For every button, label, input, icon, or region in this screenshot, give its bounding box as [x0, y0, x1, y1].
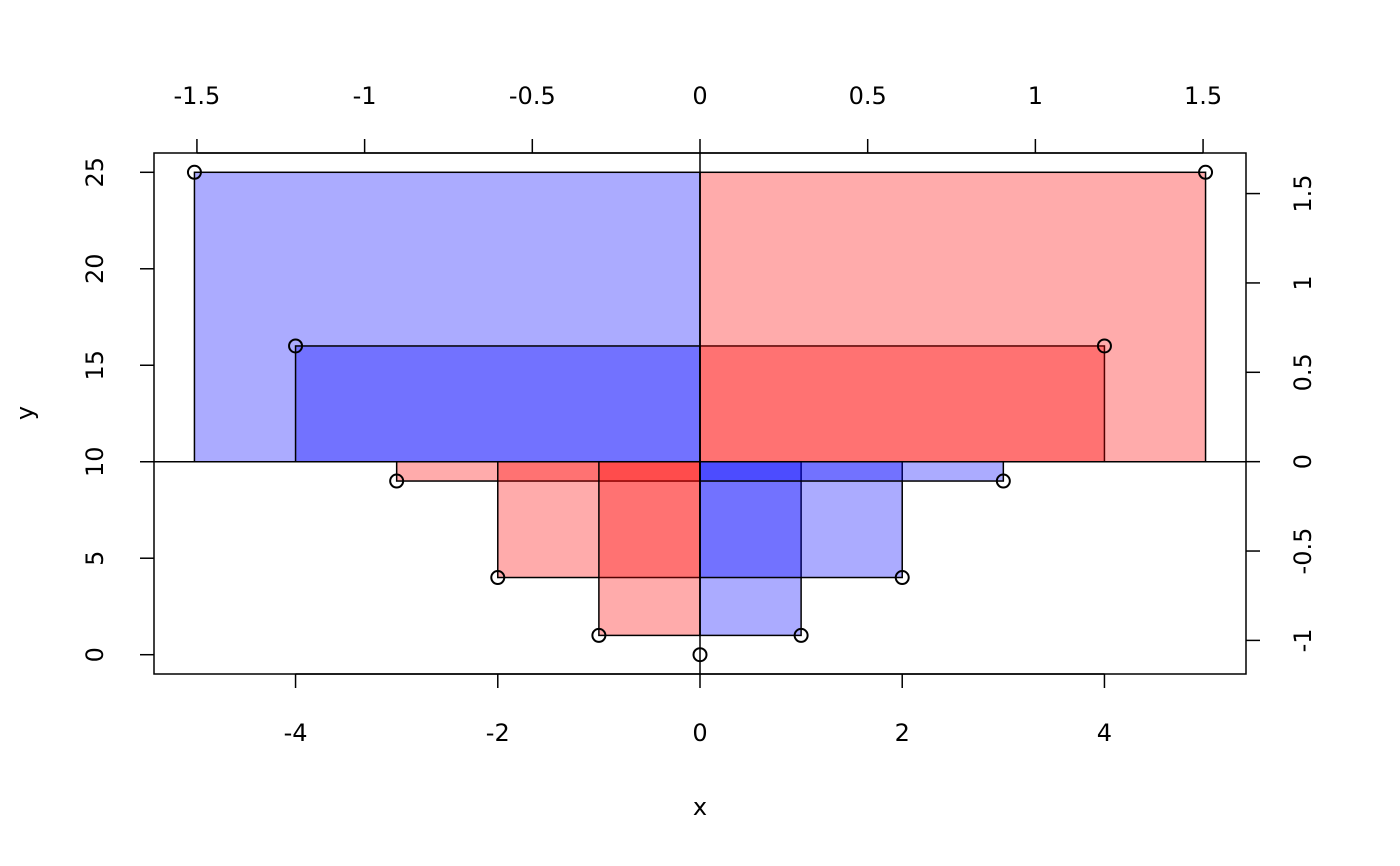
- y2-tick-label: -1: [1289, 628, 1317, 652]
- point: [692, 647, 708, 663]
- x2-tick-label: -0.5: [509, 82, 556, 110]
- x2-tick-label: 0.5: [849, 82, 887, 110]
- point: [389, 473, 405, 489]
- rectangle: [699, 171, 1207, 463]
- point: [186, 164, 202, 180]
- y-tick-label: 25: [81, 157, 109, 188]
- rectangle: [598, 460, 701, 637]
- y-tick-label: 20: [81, 254, 109, 285]
- y2-tick-label: 0.5: [1289, 353, 1317, 391]
- x-tick-label: -4: [284, 719, 308, 747]
- point: [490, 570, 506, 586]
- point: [288, 338, 304, 354]
- x2-tick-label: 1.5: [1184, 82, 1222, 110]
- rectangle: [294, 345, 701, 463]
- y2-tick-label: 1.5: [1289, 174, 1317, 212]
- y2-tick-label: 0: [1289, 454, 1317, 469]
- x2-tick-label: 1: [1028, 82, 1043, 110]
- y-tick-label: 0: [81, 647, 109, 662]
- x2-tick-label: -1.5: [174, 82, 221, 110]
- x-tick-label: 2: [895, 719, 910, 747]
- rectangle: [193, 171, 701, 463]
- y2-tick-label: 1: [1289, 275, 1317, 290]
- x-tick-label: 0: [692, 719, 707, 747]
- y-axis-label: y: [11, 406, 39, 420]
- point: [1096, 338, 1112, 354]
- point: [1198, 164, 1214, 180]
- x2-tick-label: -1: [353, 82, 377, 110]
- point: [894, 570, 910, 586]
- point: [793, 627, 809, 643]
- y-tick-label: 10: [81, 446, 109, 477]
- rectangle: [699, 460, 802, 637]
- y2-tick-label: -0.5: [1289, 528, 1317, 575]
- y-tick-label: 15: [81, 350, 109, 381]
- x2-tick-label: 0: [692, 82, 707, 110]
- x-tick-label: -2: [486, 719, 510, 747]
- rectangle: [699, 460, 1005, 482]
- point: [591, 627, 607, 643]
- y-tick-label: 5: [81, 551, 109, 566]
- x-tick-label: 4: [1097, 719, 1112, 747]
- x-axis-label: x: [693, 793, 707, 821]
- point: [995, 473, 1011, 489]
